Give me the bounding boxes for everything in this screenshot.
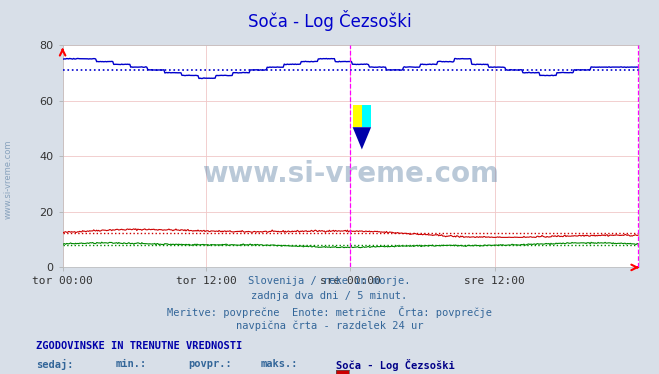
Text: Soča - Log Čezsoški: Soča - Log Čezsoški: [336, 359, 455, 371]
Text: Meritve: povprečne  Enote: metrične  Črta: povprečje: Meritve: povprečne Enote: metrične Črta:…: [167, 306, 492, 318]
Text: ZGODOVINSKE IN TRENUTNE VREDNOSTI: ZGODOVINSKE IN TRENUTNE VREDNOSTI: [36, 341, 243, 351]
Text: navpična črta - razdelek 24 ur: navpična črta - razdelek 24 ur: [236, 321, 423, 331]
Text: www.si-vreme.com: www.si-vreme.com: [202, 160, 500, 188]
Text: povpr.:: povpr.:: [188, 359, 231, 369]
Polygon shape: [362, 105, 371, 127]
Text: Soča - Log Čezsoški: Soča - Log Čezsoški: [248, 10, 411, 31]
Text: min.:: min.:: [115, 359, 146, 369]
Text: maks.:: maks.:: [260, 359, 298, 369]
Text: www.si-vreme.com: www.si-vreme.com: [4, 140, 13, 219]
Text: sedaj:: sedaj:: [36, 359, 74, 370]
Text: zadnja dva dni / 5 minut.: zadnja dva dni / 5 minut.: [251, 291, 408, 301]
Polygon shape: [353, 127, 371, 150]
Text: Slovenija / reke in morje.: Slovenija / reke in morje.: [248, 276, 411, 286]
Polygon shape: [353, 105, 362, 127]
